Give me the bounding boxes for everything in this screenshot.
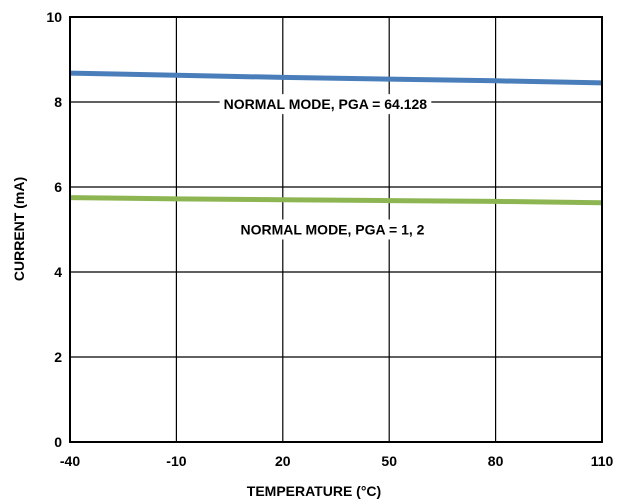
y-tick-label: 10 bbox=[46, 9, 62, 25]
series-line-2 bbox=[69, 195, 603, 206]
x-tick-label: 80 bbox=[488, 453, 504, 469]
x-tick-label: -40 bbox=[60, 453, 80, 469]
annotation-label: NORMAL MODE, PGA = 1, 2 bbox=[240, 222, 424, 238]
x-tick-label: 20 bbox=[275, 453, 291, 469]
x-tick-label: -10 bbox=[166, 453, 186, 469]
x-tick-labels: -40 -10 20 50 80 110 bbox=[60, 453, 614, 469]
y-tick-labels: 0 2 4 6 8 10 bbox=[46, 9, 62, 450]
y-tick-label: 0 bbox=[54, 434, 62, 450]
y-tick-label: 2 bbox=[54, 349, 62, 365]
y-axis-label: CURRENT (mA) bbox=[11, 177, 27, 281]
series-lines bbox=[69, 70, 603, 206]
x-tick-label: 110 bbox=[591, 453, 614, 469]
annotation-1: NORMAL MODE, PGA = 64.128 bbox=[219, 94, 432, 115]
plot-frame bbox=[69, 16, 603, 443]
series-line-1 bbox=[69, 70, 603, 86]
x-tick-label: 50 bbox=[381, 453, 397, 469]
annotation-background bbox=[236, 219, 429, 240]
annotation-label: NORMAL MODE, PGA = 64.128 bbox=[224, 96, 428, 112]
x-axis-label: TEMPERATURE (°C) bbox=[247, 483, 381, 499]
y-tick-label: 8 bbox=[54, 94, 62, 110]
annotation-background bbox=[219, 94, 432, 115]
y-tick-label: 6 bbox=[54, 179, 62, 195]
annotation-2: NORMAL MODE, PGA = 1, 2 bbox=[236, 219, 429, 240]
y-tick-label: 4 bbox=[54, 264, 62, 280]
annotations: NORMAL MODE, PGA = 64.128 NORMAL MODE, PG… bbox=[219, 94, 432, 240]
